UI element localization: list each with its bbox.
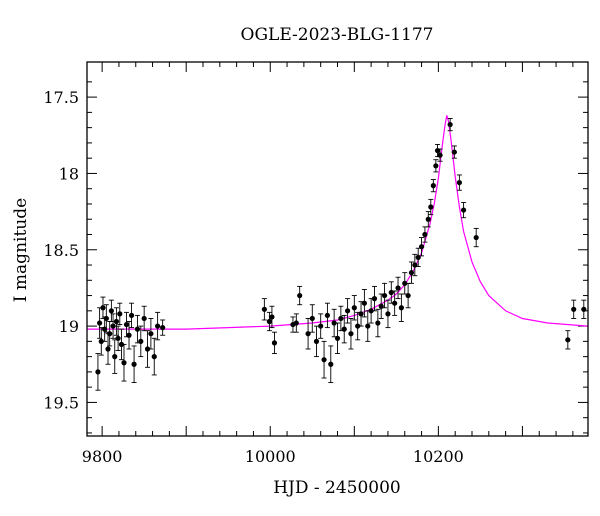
data-point xyxy=(473,234,479,241)
data-point xyxy=(351,305,357,311)
y-tick-label: 18.5 xyxy=(43,241,79,260)
data-point xyxy=(103,315,109,322)
data-point xyxy=(565,337,571,343)
y-axis-label: I magnitude xyxy=(11,198,31,302)
data-point xyxy=(318,323,324,329)
plot-frame xyxy=(86,61,589,437)
data-point xyxy=(151,354,157,360)
data-point xyxy=(361,300,367,306)
data-point xyxy=(392,300,398,306)
data-point xyxy=(395,285,401,291)
data-point xyxy=(117,311,123,317)
data-point xyxy=(269,314,275,320)
data-point xyxy=(121,360,127,366)
x-tick-label: 10200 xyxy=(413,447,464,466)
data-point xyxy=(422,231,428,238)
data-point xyxy=(160,325,166,331)
data-point xyxy=(368,308,374,314)
data-point xyxy=(581,306,587,312)
data-point xyxy=(107,331,113,337)
y-tick-label: 17.5 xyxy=(43,88,79,107)
data-point xyxy=(334,335,341,341)
data-point xyxy=(155,323,161,329)
data-point xyxy=(344,308,351,314)
data-point xyxy=(385,311,391,317)
data-point xyxy=(437,152,443,158)
data-point xyxy=(95,369,101,375)
data-point xyxy=(571,306,577,312)
data-point xyxy=(451,149,457,155)
data-point xyxy=(331,320,337,326)
y-tick-label: 19.5 xyxy=(43,393,79,412)
data-point xyxy=(338,315,344,322)
data-point xyxy=(408,270,415,276)
data-point xyxy=(266,318,273,325)
data-point xyxy=(105,346,111,352)
x-tick-label: 9800 xyxy=(82,447,123,466)
data-point xyxy=(405,292,411,299)
data-point xyxy=(134,326,141,332)
data-point xyxy=(131,361,137,367)
model-curve xyxy=(87,115,589,330)
data-point xyxy=(128,312,135,319)
data-point xyxy=(126,332,132,338)
data-point xyxy=(456,179,462,186)
data-point xyxy=(328,361,334,367)
data-point xyxy=(261,306,267,312)
data-point xyxy=(430,183,436,189)
data-point xyxy=(355,323,361,329)
data-point xyxy=(447,121,453,128)
data-point xyxy=(113,318,120,325)
data-point xyxy=(418,244,425,250)
data-point xyxy=(115,335,121,341)
data-point xyxy=(123,321,130,328)
y-tick-label: 18 xyxy=(59,164,79,183)
data-point xyxy=(141,315,147,322)
data-point xyxy=(309,315,315,322)
data-point xyxy=(428,204,434,210)
data-point xyxy=(148,331,154,337)
data-point xyxy=(305,331,311,337)
data-point xyxy=(341,326,347,332)
chart-title: OGLE-2023-BLG-1177 xyxy=(241,25,434,45)
data-point xyxy=(118,341,125,348)
data-point xyxy=(348,331,354,337)
y-tick-label: 19 xyxy=(59,317,79,336)
data-point xyxy=(313,338,320,344)
data-point xyxy=(112,354,118,360)
data-point xyxy=(398,305,404,311)
data-point xyxy=(108,308,114,314)
data-point xyxy=(110,323,116,329)
data-point xyxy=(324,312,331,319)
data-point xyxy=(97,320,103,326)
data-point xyxy=(402,280,408,286)
x-tick-label: 10000 xyxy=(245,447,296,466)
data-point xyxy=(365,323,371,329)
data-point xyxy=(321,357,327,363)
data-point xyxy=(297,292,303,299)
data-point xyxy=(293,320,299,326)
data-point xyxy=(371,296,378,302)
x-axis-label: HJD - 2450000 xyxy=(273,478,401,498)
data-point xyxy=(375,320,381,326)
data-point xyxy=(381,292,388,299)
data-point xyxy=(460,207,467,213)
data-point xyxy=(433,163,439,169)
data-point xyxy=(98,338,104,344)
data-point xyxy=(100,305,106,311)
data-point xyxy=(138,338,144,344)
data-point xyxy=(425,216,431,222)
data-point xyxy=(358,311,364,317)
data-point xyxy=(144,346,151,352)
data-point xyxy=(271,340,278,346)
